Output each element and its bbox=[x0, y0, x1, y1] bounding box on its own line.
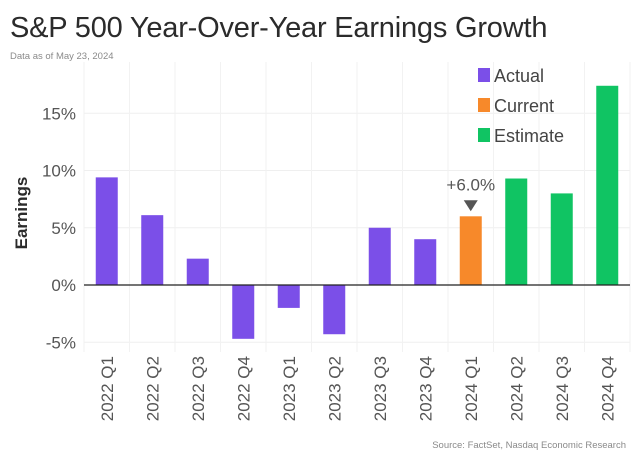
legend-swatch-actual bbox=[478, 68, 490, 82]
bar-2024-q3 bbox=[550, 193, 573, 285]
legend-swatch-current bbox=[478, 98, 490, 112]
y-tick-label: 10% bbox=[42, 162, 76, 181]
bar-2024-q1 bbox=[459, 216, 482, 285]
x-tick-label: 2024 Q1 bbox=[462, 356, 481, 421]
y-tick-label: 5% bbox=[51, 219, 76, 238]
y-axis-label: Earnings bbox=[12, 177, 31, 250]
source-note: Source: FactSet, Nasdaq Economic Researc… bbox=[432, 440, 626, 451]
annotation-arrow-icon bbox=[463, 200, 478, 212]
x-tick-label: 2023 Q4 bbox=[416, 356, 435, 421]
bar-2022-q2 bbox=[141, 215, 164, 285]
bar-2022-q4 bbox=[232, 285, 255, 339]
y-tick-label: -5% bbox=[46, 333, 76, 352]
y-tick-label: 15% bbox=[42, 104, 76, 123]
bar-2024-q4 bbox=[596, 85, 619, 286]
annotation-label: +6.0% bbox=[446, 175, 495, 194]
legend-label-current: Current bbox=[494, 96, 554, 116]
x-tick-label: 2023 Q1 bbox=[280, 356, 299, 421]
bar-2022-q3 bbox=[186, 258, 209, 285]
chart-title: S&P 500 Year-Over-Year Earnings Growth bbox=[10, 12, 548, 44]
legend-swatch-estimate bbox=[478, 128, 490, 142]
bars bbox=[95, 85, 619, 339]
chart-subtitle: Data as of May 23, 2024 bbox=[10, 51, 114, 62]
bar-2023-q2 bbox=[323, 285, 346, 335]
legend-label-estimate: Estimate bbox=[494, 126, 564, 146]
x-tick-label: 2024 Q3 bbox=[553, 356, 572, 421]
bar-2023-q3 bbox=[368, 227, 391, 285]
bar-2023-q1 bbox=[277, 285, 300, 308]
x-axis-ticks: 2022 Q1 2022 Q2 2022 Q3 2022 Q4 2023 Q1 2023 … bbox=[98, 356, 618, 421]
y-tick-label: 0% bbox=[51, 276, 76, 295]
bar-2024-q2 bbox=[505, 178, 528, 285]
x-tick-label: 2024 Q2 bbox=[507, 356, 526, 421]
x-tick-label: 2024 Q4 bbox=[598, 356, 617, 421]
x-tick-label: 2023 Q3 bbox=[371, 356, 390, 421]
x-tick-label: 2022 Q2 bbox=[143, 356, 162, 421]
legend-label-actual: Actual bbox=[494, 66, 544, 86]
bar-2022-q1 bbox=[95, 177, 118, 285]
annotation: +6.0% bbox=[446, 175, 495, 212]
x-tick-label: 2022 Q1 bbox=[98, 356, 117, 421]
bar-2023-q4 bbox=[414, 239, 437, 285]
y-axis-ticks: -5% 0% 5% 10% 15% bbox=[42, 104, 76, 352]
x-tick-label: 2023 Q2 bbox=[325, 356, 344, 421]
x-tick-label: 2022 Q3 bbox=[189, 356, 208, 421]
x-tick-label: 2022 Q4 bbox=[234, 356, 253, 421]
legend: Actual Current Estimate bbox=[478, 66, 564, 146]
